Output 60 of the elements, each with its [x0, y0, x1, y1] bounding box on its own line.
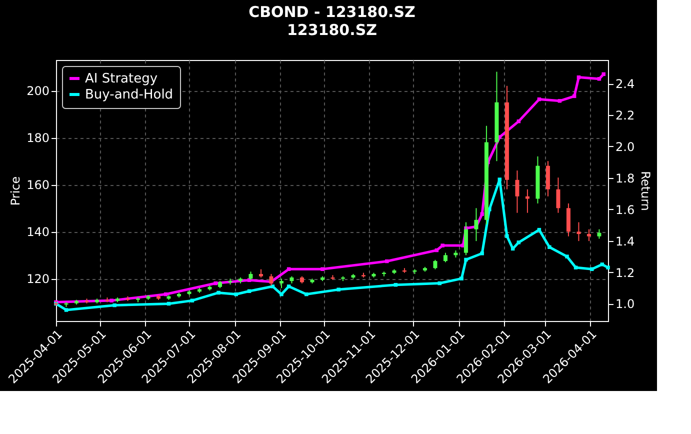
y2-tick-label: 2.2 [616, 108, 635, 123]
point [602, 72, 606, 76]
y-tick-label: 140 [26, 225, 50, 240]
point [112, 303, 116, 308]
candlestick [556, 177, 560, 214]
candlestick [433, 259, 438, 270]
point [558, 99, 562, 103]
point [460, 276, 464, 280]
legend-label: Buy-and-Hold [85, 88, 174, 102]
point [336, 288, 340, 292]
candlestick [279, 278, 284, 289]
point [438, 281, 442, 286]
point [516, 240, 521, 244]
point [498, 178, 502, 182]
point [234, 292, 238, 296]
y-tick-label: 180 [26, 131, 50, 146]
point [464, 258, 468, 262]
point [64, 308, 68, 312]
y2-tick-label: 1.6 [616, 202, 635, 217]
point [214, 281, 218, 286]
point [286, 267, 291, 271]
point [606, 266, 610, 270]
point [440, 244, 444, 248]
legend-label: AI Strategy [85, 72, 158, 86]
candlestick [546, 160, 550, 197]
candlestick [597, 228, 602, 240]
point [600, 262, 604, 266]
candlestick [515, 170, 520, 214]
point [110, 298, 114, 302]
point [505, 234, 509, 238]
y-tick-label: 120 [26, 272, 50, 286]
point [270, 284, 275, 288]
point [216, 290, 220, 295]
point [480, 212, 484, 216]
point [190, 298, 194, 302]
point [320, 267, 324, 271]
chart-subtitle: 123180.SZ [287, 21, 378, 39]
chart-title: CBOND - 123180.SZ [248, 3, 416, 21]
y2-tick-label: 1.0 [616, 297, 635, 312]
y2-tick-label: 1.4 [616, 234, 635, 248]
y-tick-label: 200 [26, 84, 50, 98]
point [590, 267, 594, 271]
y-axis-title: Price [8, 176, 23, 206]
candlestick [443, 252, 448, 263]
point [286, 284, 291, 288]
candlestick [576, 222, 581, 242]
point [548, 245, 552, 249]
y2-tick-label: 1.8 [616, 171, 635, 186]
y2-tick-label: 1.2 [616, 266, 635, 280]
point [385, 259, 389, 264]
point [280, 292, 284, 296]
point [574, 266, 578, 270]
y2-tick-label: 2.0 [616, 140, 635, 154]
candlestick [566, 202, 570, 237]
y-tick-label: 160 [26, 178, 50, 192]
y2-tick-label: 2.4 [616, 77, 635, 92]
y2-axis-title: Return [638, 171, 653, 211]
candlestick [586, 228, 591, 242]
point [480, 252, 484, 256]
point [565, 254, 569, 258]
